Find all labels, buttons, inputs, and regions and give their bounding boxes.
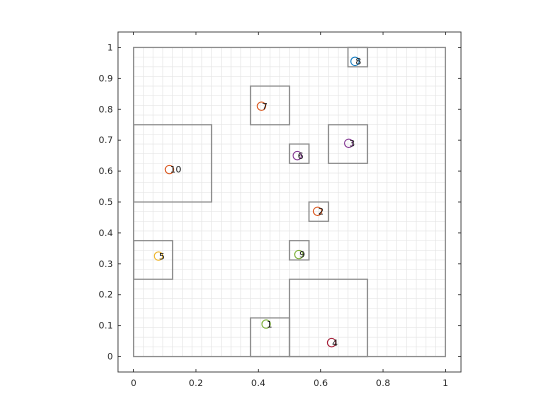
point-marker-2 (312, 206, 323, 216)
x-tick-label: 0.6 (314, 379, 329, 389)
y-axis: 0 0.1 0.2 0.3 0.4 0.5 0.6 0.7 0.8 0.9 1 (99, 43, 461, 363)
cell-box (288, 278, 369, 358)
x-axis: 0 0.2 0.4 0.6 0.8 1 (131, 32, 449, 389)
point-label-3: 3 (349, 139, 355, 149)
y-tick-label: 0.3 (99, 260, 113, 270)
point-marker-6 (292, 150, 302, 161)
y-tick-label: 0.4 (99, 229, 114, 239)
x-tick-label: 0.8 (376, 379, 391, 389)
point-label-8: 8 (355, 58, 361, 68)
point-label-2: 2 (318, 207, 324, 217)
cell-box (347, 46, 369, 68)
x-tick-label: 0 (131, 379, 137, 389)
y-tick-label: 0.2 (99, 291, 113, 301)
cell-box (132, 240, 174, 280)
y-tick-label: 0.7 (99, 136, 113, 146)
point-marker-3 (344, 138, 354, 148)
point-label-6: 6 (298, 152, 304, 162)
x-tick-label: 1 (443, 379, 449, 389)
point-label-9: 9 (299, 251, 305, 261)
point-marker-5 (153, 251, 164, 261)
point-label-7: 7 (262, 102, 268, 112)
y-tick-label: 0.9 (99, 74, 114, 84)
data-points: 1 2 3 4 5 6 7 8 9 10 (153, 56, 361, 349)
y-tick-label: 0.5 (99, 198, 113, 208)
point-label-5: 5 (159, 252, 165, 262)
cell-box (288, 240, 310, 261)
point-marker-9 (294, 249, 304, 260)
y-tick-label: 1 (107, 43, 113, 53)
cell-box (132, 124, 213, 203)
cell-box (288, 143, 310, 164)
cell-boxes (132, 46, 447, 358)
point-label-4: 4 (332, 339, 338, 349)
x-tick-label: 0.4 (251, 379, 266, 389)
cell-box (327, 124, 369, 164)
cell-box (308, 201, 330, 222)
point-marker-8 (350, 56, 360, 67)
cell-box (249, 85, 291, 126)
y-tick-label: 0.1 (99, 322, 113, 332)
y-tick-label: 0.8 (99, 105, 114, 115)
point-marker-1 (261, 319, 271, 329)
point-marker-4 (326, 337, 337, 348)
point-marker-7 (256, 101, 267, 111)
x-tick-label: 0.2 (189, 379, 203, 389)
point-marker-10 (164, 164, 175, 175)
y-tick-label: 0.6 (99, 167, 114, 177)
y-tick-label: 0 (107, 353, 113, 363)
point-label-10: 10 (170, 166, 182, 176)
point-label-1: 1 (267, 320, 273, 330)
